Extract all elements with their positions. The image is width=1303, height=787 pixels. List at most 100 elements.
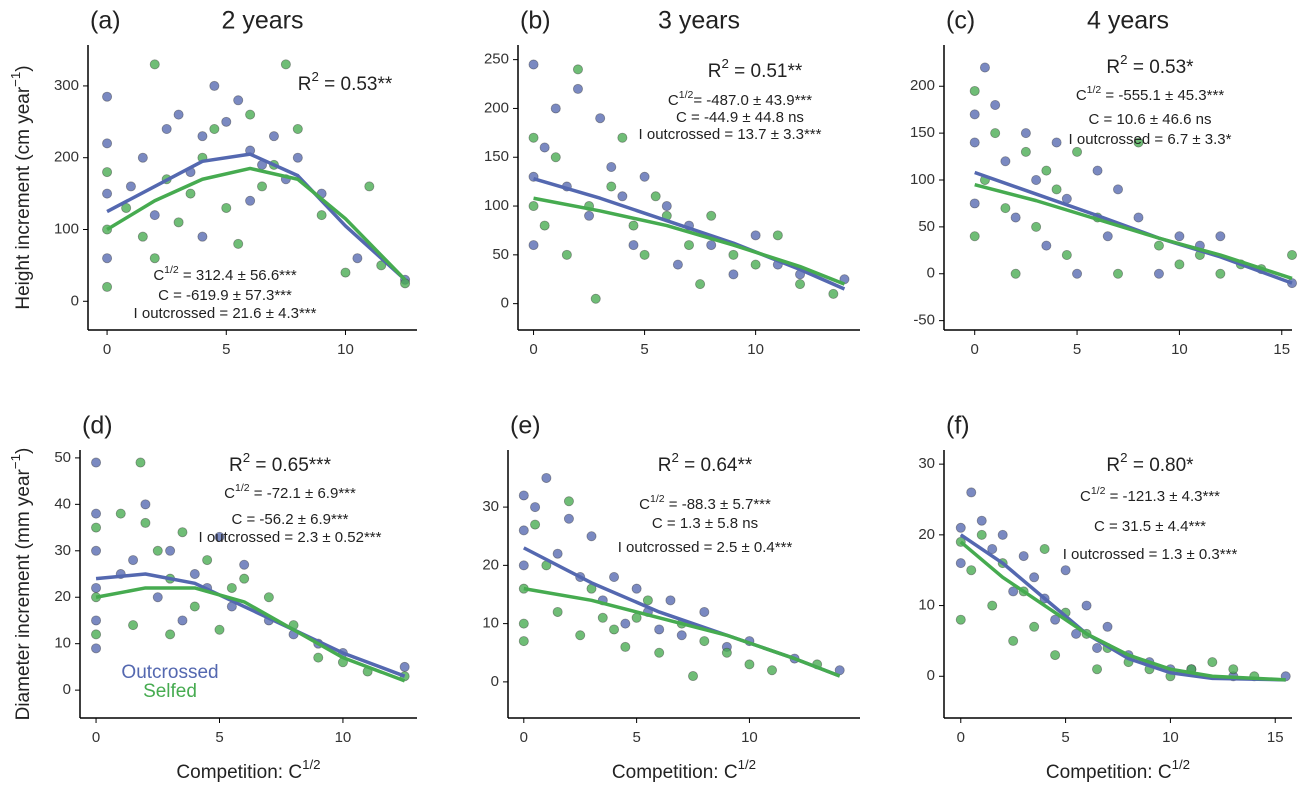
point [161,123,172,134]
point [1153,268,1164,279]
annotation: C = 31.5 ± 4.4*** [1094,518,1206,535]
y-tick-label: 0 [63,681,71,698]
point [1020,146,1031,157]
point [563,496,574,507]
superscript: 2 [1120,450,1127,465]
point [1133,137,1144,148]
y-axis-label: Diameter increment (mm year−1) [8,448,34,721]
point [528,132,539,143]
legend-label: Selfed [143,681,197,702]
point [102,188,113,199]
point [997,529,1008,540]
point [750,230,761,241]
superscript: 2 [671,450,678,465]
x-tick-label: 10 [337,341,354,358]
superscript: 1/2 [235,482,250,494]
annotation: C = 1.3 ± 5.8 ns [652,515,758,532]
y-tick-label: 50 [54,449,71,466]
point [239,559,250,570]
point [1000,203,1011,214]
point [595,113,606,124]
point [1010,268,1021,279]
point [706,210,717,221]
text-part: R [1106,57,1120,78]
point [115,508,126,519]
point [1029,621,1040,632]
annotation: I outcrossed = 2.5 ± 0.4*** [618,539,793,556]
text-part: R [708,61,722,82]
point [239,573,250,584]
text-part: R [298,74,312,95]
point [1072,268,1083,279]
point [1029,572,1040,583]
point [1102,231,1113,242]
point [606,181,617,192]
annotation: I outcrossed = 1.3 ± 0.3*** [1063,546,1238,563]
point [654,647,665,658]
x-tick-label: 10 [741,729,758,746]
annotation: C = -619.9 ± 57.3*** [158,287,292,304]
superscript: 1/2 [1087,84,1102,96]
text-part: C [1080,488,1091,505]
point [91,508,102,519]
point [1008,635,1019,646]
point [152,592,163,603]
text-part: Height increment (cm year [13,86,34,309]
point [173,109,184,120]
panel-label: (a) [90,7,121,35]
text-part: I outcrossed = 21.6 ± 4.3*** [134,305,317,322]
x-tick-label: 10 [335,729,352,746]
point [955,558,966,569]
annotation: R2 = 0.80* [1106,450,1194,476]
annotation: C = 10.6 ± 46.6 ns [1089,111,1212,128]
fit-line [95,572,406,678]
point [102,281,113,292]
point [1010,212,1021,223]
fit-line [106,152,407,282]
y-tick-label: 10 [482,615,499,632]
point [1031,174,1042,185]
point [590,293,601,304]
fit-line [523,586,841,678]
y-tick-label: 150 [484,148,509,165]
point [125,181,136,192]
point [628,220,639,231]
point [518,618,529,629]
point [149,59,160,70]
point [987,543,998,554]
point [552,548,563,559]
point [750,259,761,270]
point [1207,657,1218,668]
point [221,202,232,213]
point [1071,628,1082,639]
superscript: −1 [8,72,23,87]
annotation: R2 = 0.53* [1106,52,1194,78]
text-part: R [1106,455,1120,476]
point [292,123,303,134]
y-tick-label: 20 [54,588,71,605]
x-tick-label: 15 [1273,341,1290,358]
point [268,131,279,142]
text-part: R [229,455,243,476]
point [91,457,102,468]
y-tick-label: 50 [918,218,935,235]
point [189,601,200,612]
point [1060,565,1071,576]
text-part: Diameter increment (mm year [13,468,34,720]
annotation: I outcrossed = 21.6 ± 4.3*** [134,305,317,322]
point [628,240,639,251]
fit-line [106,166,407,281]
panel-subtitle: 4 years [1087,7,1169,35]
point [202,555,213,566]
point [584,210,595,221]
point [676,630,687,641]
point [128,620,139,631]
y-tick-label: 0 [927,667,935,684]
point [1228,664,1239,675]
point [1133,212,1144,223]
point [695,279,706,290]
point [149,253,160,264]
x-tick-label: 5 [632,729,640,746]
point [650,191,661,202]
